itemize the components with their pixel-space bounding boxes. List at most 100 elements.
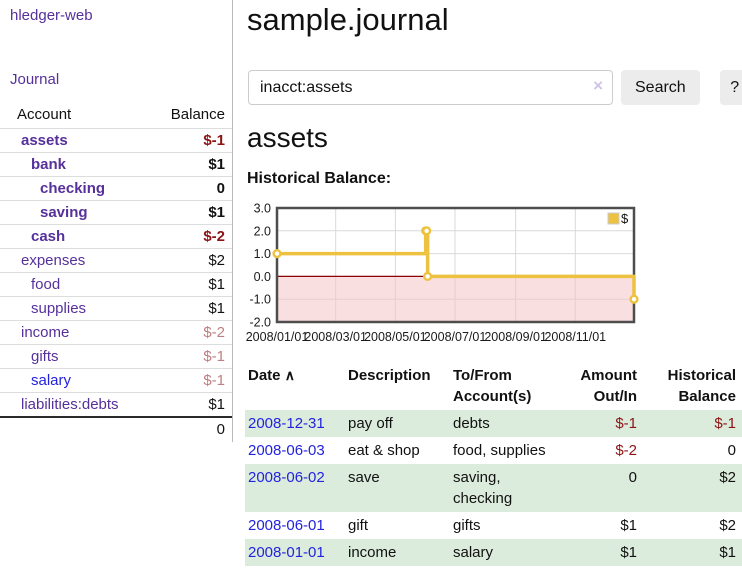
transaction-date-cell: 2008-12-31	[245, 410, 345, 437]
account-link[interactable]: gifts	[31, 348, 59, 365]
account-link[interactable]: saving	[40, 204, 88, 221]
account-balance: $1	[152, 152, 232, 177]
account-cell: liabilities:debts	[0, 392, 153, 418]
account-row: income $-2	[0, 320, 232, 345]
transaction-accounts: salary	[453, 544, 494, 561]
account-row: saving $1	[0, 200, 232, 225]
transaction-balance: $-1	[714, 415, 736, 432]
transaction-description: income	[348, 544, 397, 561]
transaction-date-link[interactable]: 2008-06-01	[248, 517, 325, 534]
transaction-date-link[interactable]: 2008-06-03	[248, 442, 325, 459]
account-balance: $-1	[152, 128, 232, 153]
account-link[interactable]: assets	[21, 132, 68, 149]
svg-text:2008/07/01: 2008/07/01	[424, 330, 487, 344]
account-row: supplies $1	[0, 296, 232, 321]
transaction-amount: $1	[620, 517, 637, 534]
clear-search-icon[interactable]: ×	[593, 76, 603, 95]
search-form: × Search ?	[248, 70, 742, 105]
account-cell: checking	[0, 176, 153, 201]
transaction-description: gift	[348, 517, 369, 534]
accounts-total-row: 0	[0, 416, 232, 441]
search-button[interactable]: Search	[621, 70, 700, 105]
account-cell: food	[0, 272, 153, 297]
historical-balance-chart[interactable]: $3.0 2.0 1.0 0.0 -1.0 -2.0 2008/01/01 2008/03/0…	[240, 200, 660, 352]
account-cell: bank	[0, 152, 153, 177]
transaction-date-cell: 2008-01-01	[245, 539, 345, 566]
account-balance: $1	[152, 200, 232, 225]
account-link[interactable]: bank	[31, 156, 67, 173]
account-link[interactable]: income	[21, 324, 70, 341]
account-row: liabilities:debts $1	[0, 392, 232, 418]
account-cell: expenses	[0, 248, 153, 273]
register-row: 2008-06-02 save saving, checking 0 $2	[245, 464, 742, 512]
account-cell: gifts	[0, 344, 153, 369]
account-balance: $-2	[152, 224, 232, 249]
register-header-date[interactable]: Date ∧	[245, 362, 345, 410]
account-balance: 0	[152, 176, 232, 201]
transaction-accounts: food, supplies	[453, 442, 546, 459]
account-cell: assets	[0, 128, 153, 153]
transaction-amount: $1	[620, 544, 637, 561]
chart-title: Historical Balance:	[247, 170, 392, 187]
svg-text:2008/11/01: 2008/11/01	[544, 330, 606, 344]
account-row: expenses $2	[0, 248, 232, 273]
sort-asc-icon: ∧	[284, 367, 295, 383]
account-link[interactable]: cash	[31, 228, 66, 245]
accounts-header-account: Account	[0, 100, 153, 129]
account-link[interactable]: liabilities:debts	[21, 396, 119, 413]
svg-text:-1.0: -1.0	[249, 293, 271, 307]
transaction-accounts: debts	[453, 415, 490, 432]
svg-text:1.0: 1.0	[254, 247, 271, 261]
account-link[interactable]: expenses	[21, 252, 86, 269]
account-heading: assets	[247, 122, 328, 153]
register-table: Date ∧ Description To/From Account(s) Am…	[245, 362, 742, 566]
search-input[interactable]	[248, 70, 613, 105]
account-row: assets $-1	[0, 128, 232, 153]
register-row: 2008-01-01 income salary $1 $1	[245, 539, 742, 566]
accounts-total-spacer	[0, 416, 153, 441]
account-link[interactable]: supplies	[31, 300, 87, 317]
account-row: food $1	[0, 272, 232, 297]
account-row: bank $1	[0, 152, 232, 177]
account-row: gifts $-1	[0, 344, 232, 369]
transaction-date-link[interactable]: 2008-06-02	[248, 469, 325, 486]
transaction-date-link[interactable]: 2008-01-01	[248, 544, 325, 561]
transaction-date-link[interactable]: 2008-12-31	[248, 415, 325, 432]
chart-canvas[interactable]: $3.0 2.0 1.0 0.0 -1.0 -2.02008/01/012008/03/0…	[240, 200, 660, 352]
account-row: cash $-2	[0, 224, 232, 249]
register-header-amount: Amount Out/In	[580, 367, 637, 405]
account-link[interactable]: checking	[40, 180, 106, 197]
register-header-accounts: To/From Account(s)	[453, 367, 532, 405]
sidebar-item-journal[interactable]: Journal	[10, 71, 60, 88]
transaction-accounts: gifts	[453, 517, 481, 534]
account-balance: $-1	[152, 368, 232, 393]
help-button[interactable]: ?	[719, 70, 742, 105]
account-balance: $-1	[152, 344, 232, 369]
account-balance: $1	[152, 272, 232, 297]
transaction-balance: $2	[719, 517, 736, 534]
account-row: salary $-1	[0, 368, 232, 393]
search-box: ×	[248, 70, 613, 105]
app-title-link[interactable]: hledger-web	[10, 7, 93, 24]
transaction-amount: 0	[628, 469, 637, 486]
accounts-table: Account Balance assets $-1 bank $1 checking 0…	[0, 100, 232, 441]
svg-text:2008/09/01: 2008/09/01	[484, 330, 547, 344]
accounts-header-row: Account Balance	[0, 100, 232, 129]
account-link[interactable]: salary	[31, 372, 72, 389]
transaction-date-cell: 2008-06-01	[245, 512, 345, 539]
account-link[interactable]: food	[31, 276, 61, 293]
transaction-description: save	[348, 469, 380, 486]
account-cell: cash	[0, 224, 153, 249]
register-header-balance: Historical Balance	[667, 367, 736, 405]
accounts-total-value: 0	[152, 416, 232, 441]
svg-text:2008/01/01: 2008/01/01	[246, 330, 309, 344]
account-cell: supplies	[0, 296, 153, 321]
account-cell: income	[0, 320, 153, 345]
register-header-row: Date ∧ Description To/From Account(s) Am…	[245, 362, 742, 410]
account-balance: $-2	[152, 320, 232, 345]
date-header-label: Date	[248, 367, 281, 384]
svg-text:-2.0: -2.0	[249, 316, 271, 330]
account-row: checking 0	[0, 176, 232, 201]
transaction-description: pay off	[348, 415, 393, 432]
accounts-tbody: assets $-1 bank $1 checking 0 saving $1 cash $-2 e…	[0, 128, 232, 418]
